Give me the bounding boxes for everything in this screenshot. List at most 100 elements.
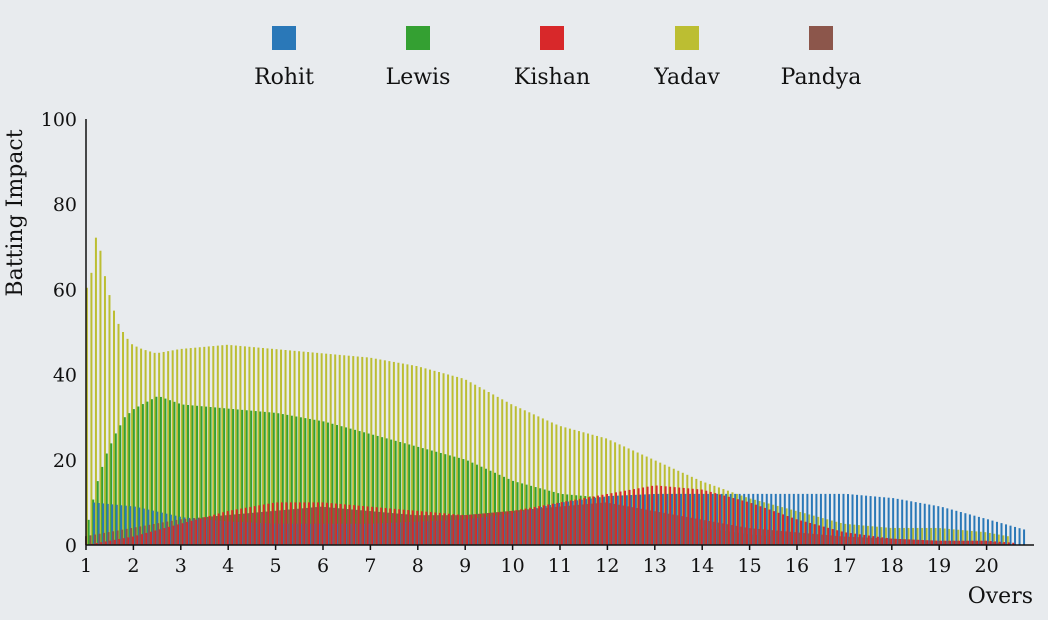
- bar-kishan-24: [195, 519, 198, 545]
- bar-lewis-90: [493, 472, 496, 545]
- bar-yadav-38: [257, 347, 260, 545]
- bar-pandya-13: [143, 525, 146, 545]
- bar-pandya-5: [107, 532, 110, 545]
- bar-lewis-33: [236, 409, 239, 545]
- bar-kishan-170: [854, 533, 857, 545]
- bar-kishan-43: [280, 502, 283, 545]
- bar-rohit-174: [878, 496, 881, 545]
- bar-pandya-161: [811, 533, 814, 545]
- bar-pandya-52: [319, 506, 322, 545]
- bar-rohit-195: [973, 515, 976, 545]
- bar-yadav-52: [320, 353, 323, 545]
- bar-kishan-35: [244, 507, 247, 545]
- bar-pandya-194: [960, 540, 963, 545]
- bar-rohit-168: [851, 494, 854, 545]
- bar-kishan-113: [596, 495, 599, 545]
- legend-label-kishan: Kishan: [514, 65, 590, 90]
- bar-lewis-52: [322, 421, 325, 545]
- legend-item-0[interactable]: Rohit: [254, 26, 314, 90]
- bar-kishan-21: [181, 523, 184, 545]
- bar-kishan-195: [967, 540, 970, 545]
- bar-kishan-17: [163, 528, 166, 545]
- bar-kishan-88: [484, 513, 487, 545]
- bar-kishan-144: [736, 499, 739, 545]
- bar-yadav-113: [596, 435, 599, 545]
- bar-yadav-26: [203, 346, 206, 545]
- bar-pandya-65: [378, 511, 381, 545]
- bar-yadav-15: [153, 352, 156, 545]
- bar-lewis-61: [363, 432, 366, 545]
- bar-pandya-128: [662, 512, 665, 545]
- bar-lewis-91: [498, 474, 501, 545]
- bar-rohit-137: [711, 493, 714, 545]
- legend-swatch-kishan: [540, 26, 564, 50]
- x-tick-label: 5: [270, 555, 282, 577]
- bar-lewis-72: [412, 445, 415, 545]
- legend-item-3[interactable]: Yadav: [653, 26, 720, 90]
- bar-pandya-62: [364, 510, 367, 545]
- bar-pandya-45: [288, 509, 291, 545]
- legend-item-4[interactable]: Pandya: [781, 26, 862, 90]
- bar-pandya-172: [861, 537, 864, 545]
- bar-pandya-192: [951, 540, 954, 545]
- bar-yadav-116: [609, 440, 612, 545]
- bar-yadav-195: [966, 530, 969, 545]
- bar-yadav-180: [898, 527, 901, 545]
- bar-yadav-103: [550, 422, 553, 545]
- bar-yadav-40: [266, 348, 269, 545]
- bar-kishan-83: [461, 514, 464, 545]
- bar-lewis-9: [128, 413, 131, 545]
- legend-item-1[interactable]: Lewis: [386, 26, 451, 90]
- bar-pandya-125: [649, 510, 652, 545]
- bar-pandya-195: [965, 540, 968, 545]
- bar-pandya-19: [170, 520, 173, 545]
- bar-pandya-146: [744, 527, 747, 545]
- bar-pandya-48: [301, 508, 304, 545]
- bar-kishan-3: [100, 542, 103, 545]
- bar-kishan-2: [95, 543, 98, 545]
- bar-kishan-9: [127, 537, 130, 545]
- bar-kishan-135: [696, 489, 699, 545]
- bar-pandya-79: [441, 515, 444, 545]
- bar-kishan-90: [493, 512, 496, 545]
- bar-kishan-178: [890, 538, 893, 545]
- bar-lewis-62: [367, 433, 370, 545]
- bar-pandya-92: [500, 511, 503, 545]
- bar-kishan-76: [429, 512, 432, 545]
- bar-kishan-75: [425, 511, 428, 545]
- bar-kishan-164: [827, 527, 830, 545]
- bar-pandya-97: [522, 509, 525, 545]
- bar-rohit-204: [1014, 526, 1017, 545]
- y-tick-label: 0: [65, 535, 77, 557]
- bar-kishan-163: [822, 526, 825, 545]
- bar-yadav-21: [180, 348, 183, 545]
- bar-kishan-180: [899, 539, 902, 545]
- bar-kishan-56: [339, 503, 342, 545]
- bar-kishan-26: [204, 517, 207, 545]
- bar-yadav-27: [207, 346, 210, 545]
- bar-pandya-85: [468, 514, 471, 545]
- bar-pandya-20: [175, 519, 178, 545]
- bar-pandya-182: [906, 539, 909, 545]
- bar-kishan-147: [750, 503, 753, 545]
- bar-lewis-5: [110, 443, 113, 545]
- bar-lewis-53: [326, 422, 329, 545]
- bar-kishan-184: [917, 539, 920, 545]
- bar-kishan-42: [276, 502, 279, 545]
- x-tick-label: 7: [364, 555, 376, 577]
- bar-yadav-76: [428, 369, 431, 545]
- bar-kishan-31: [226, 511, 229, 545]
- bar-lewis-48: [304, 418, 307, 545]
- bar-yadav-10: [131, 344, 134, 545]
- legend-item-2[interactable]: Kishan: [514, 26, 590, 90]
- bar-kishan-141: [723, 495, 726, 545]
- bar-pandya-49: [306, 507, 309, 545]
- bar-pandya-174: [870, 537, 873, 545]
- bar-rohit-165: [837, 493, 840, 545]
- bar-pandya-184: [915, 539, 918, 545]
- bar-pandya-115: [604, 502, 607, 545]
- bar-yadav-98: [528, 412, 531, 545]
- bar-kishan-69: [398, 509, 401, 545]
- bar-pandya-12: [139, 526, 142, 545]
- bar-kishan-186: [926, 540, 929, 545]
